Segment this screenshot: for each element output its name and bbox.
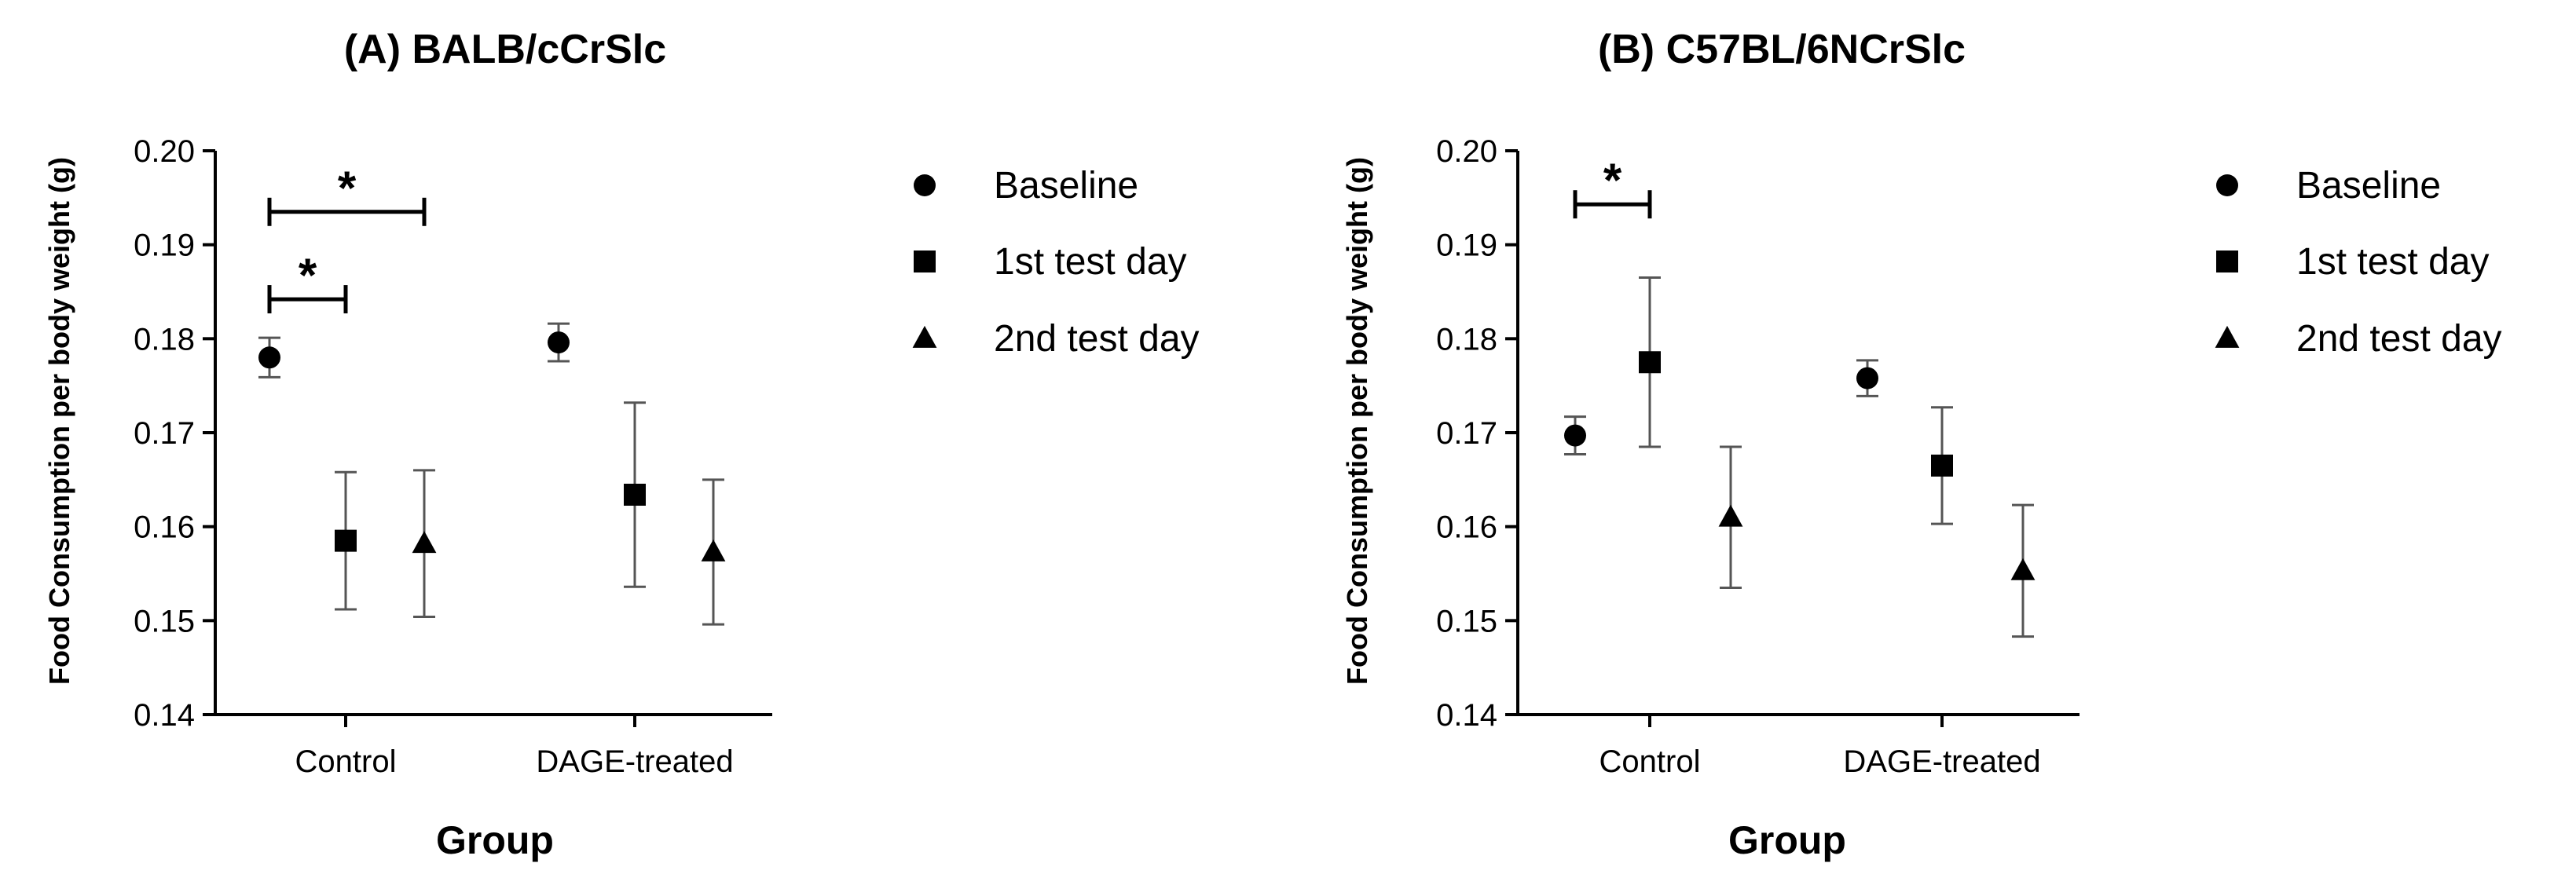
axes: 0.14 0.15 0.16 0.17 0.18 0.19 0.20 Control DAGE-…: [1436, 134, 2079, 779]
panel-a: (A) BALB/cCrSlc Food Consumption per bod…: [43, 27, 1200, 862]
y-tick-label: 0.20: [1436, 134, 1497, 169]
legend-marker-square: [2216, 251, 2238, 272]
significance-label: *: [338, 162, 357, 214]
data-point-group: [412, 469, 437, 619]
legend-marker-circle: [914, 174, 936, 196]
x-axis-label: Group: [1728, 818, 1846, 862]
x-tick-label: Control: [295, 744, 397, 779]
y-axis-label: Food Consumption per body weight (g): [1341, 157, 1373, 685]
legend-entry: Baseline: [914, 165, 1138, 207]
significance-label: *: [299, 249, 317, 302]
y-tick-label: 0.14: [1436, 698, 1497, 733]
y-tick-label: 0.17: [134, 416, 195, 451]
data-point-triangle: [1718, 504, 1743, 527]
legend-label: 1st test day: [994, 241, 1186, 283]
legend: Baseline 1st test day 2nd test day: [2215, 165, 2502, 360]
legend-label: 2nd test day: [994, 318, 1200, 360]
y-tick-label: 0.20: [134, 134, 195, 169]
legend-entry: 1st test day: [914, 241, 1186, 283]
data-point-circle: [548, 331, 570, 354]
y-tick-label: 0.15: [1436, 604, 1497, 638]
data-point-group: [2010, 503, 2036, 638]
legend: Baseline 1st test day 2nd test day: [912, 165, 1200, 360]
data-marks: **: [258, 162, 726, 626]
significance-bracket: *: [1573, 154, 1652, 219]
data-point-group: [1856, 359, 1878, 397]
legend-marker-square: [914, 251, 936, 272]
data-point-square: [1931, 454, 1953, 477]
significance-label: *: [1603, 154, 1622, 207]
legend-marker-triangle: [2215, 325, 2240, 348]
legend-marker-circle: [2216, 174, 2238, 196]
data-point-square: [335, 529, 357, 552]
legend-label: Baseline: [2296, 165, 2441, 207]
legend-entry: 2nd test day: [912, 318, 1200, 360]
legend-label: 1st test day: [2296, 241, 2489, 283]
y-tick-label: 0.19: [1436, 229, 1497, 263]
data-point-square: [624, 483, 646, 506]
legend-entry: 1st test day: [2216, 241, 2489, 283]
chart-title: (A) BALB/cCrSlc: [344, 27, 666, 72]
significance-bracket: *: [267, 249, 348, 314]
legend-label: Baseline: [994, 165, 1138, 207]
data-point-triangle: [412, 531, 437, 554]
data-marks: *: [1564, 154, 2036, 638]
data-point-circle: [1856, 367, 1878, 389]
y-tick-label: 0.17: [1436, 416, 1497, 451]
legend-marker-triangle: [912, 325, 937, 348]
x-tick-label: Control: [1599, 744, 1701, 779]
y-tick-label: 0.18: [1436, 322, 1497, 357]
y-tick-label: 0.18: [134, 322, 195, 357]
x-axis-label: Group: [436, 818, 554, 862]
data-point-group: [548, 322, 570, 363]
data-point-group: [1639, 276, 1661, 448]
data-point-triangle: [701, 539, 726, 561]
y-tick-label: 0.19: [134, 229, 195, 263]
axes: 0.14 0.15 0.16 0.17 0.18 0.19 0.20 Control DAGE-…: [134, 134, 772, 779]
data-point-group: [701, 478, 726, 626]
data-point-circle: [258, 346, 280, 369]
data-point-group: [258, 336, 280, 379]
legend-label: 2nd test day: [2296, 318, 2502, 360]
data-point-group: [1718, 445, 1743, 589]
y-tick-label: 0.16: [1436, 510, 1497, 545]
data-point-triangle: [2010, 558, 2036, 580]
y-tick-label: 0.16: [134, 510, 195, 545]
y-axis-label: Food Consumption per body weight (g): [43, 157, 75, 685]
legend-entry: 2nd test day: [2215, 318, 2502, 360]
data-point-group: [624, 401, 646, 588]
data-point-group: [335, 470, 357, 611]
y-tick-label: 0.15: [134, 604, 195, 638]
y-tick-label: 0.14: [134, 698, 195, 733]
chart-title: (B) C57BL/6NCrSlc: [1598, 27, 1966, 72]
data-point-group: [1564, 415, 1586, 456]
significance-bracket: *: [267, 162, 427, 226]
legend-entry: Baseline: [2216, 165, 2441, 207]
data-point-circle: [1564, 424, 1586, 447]
data-point-group: [1931, 406, 1953, 525]
panel-b: (B) C57BL/6NCrSlc Food Consumption per b…: [1341, 27, 2502, 862]
x-tick-label: DAGE-treated: [536, 744, 733, 779]
x-tick-label: DAGE-treated: [1843, 744, 2040, 779]
data-point-square: [1639, 351, 1661, 374]
